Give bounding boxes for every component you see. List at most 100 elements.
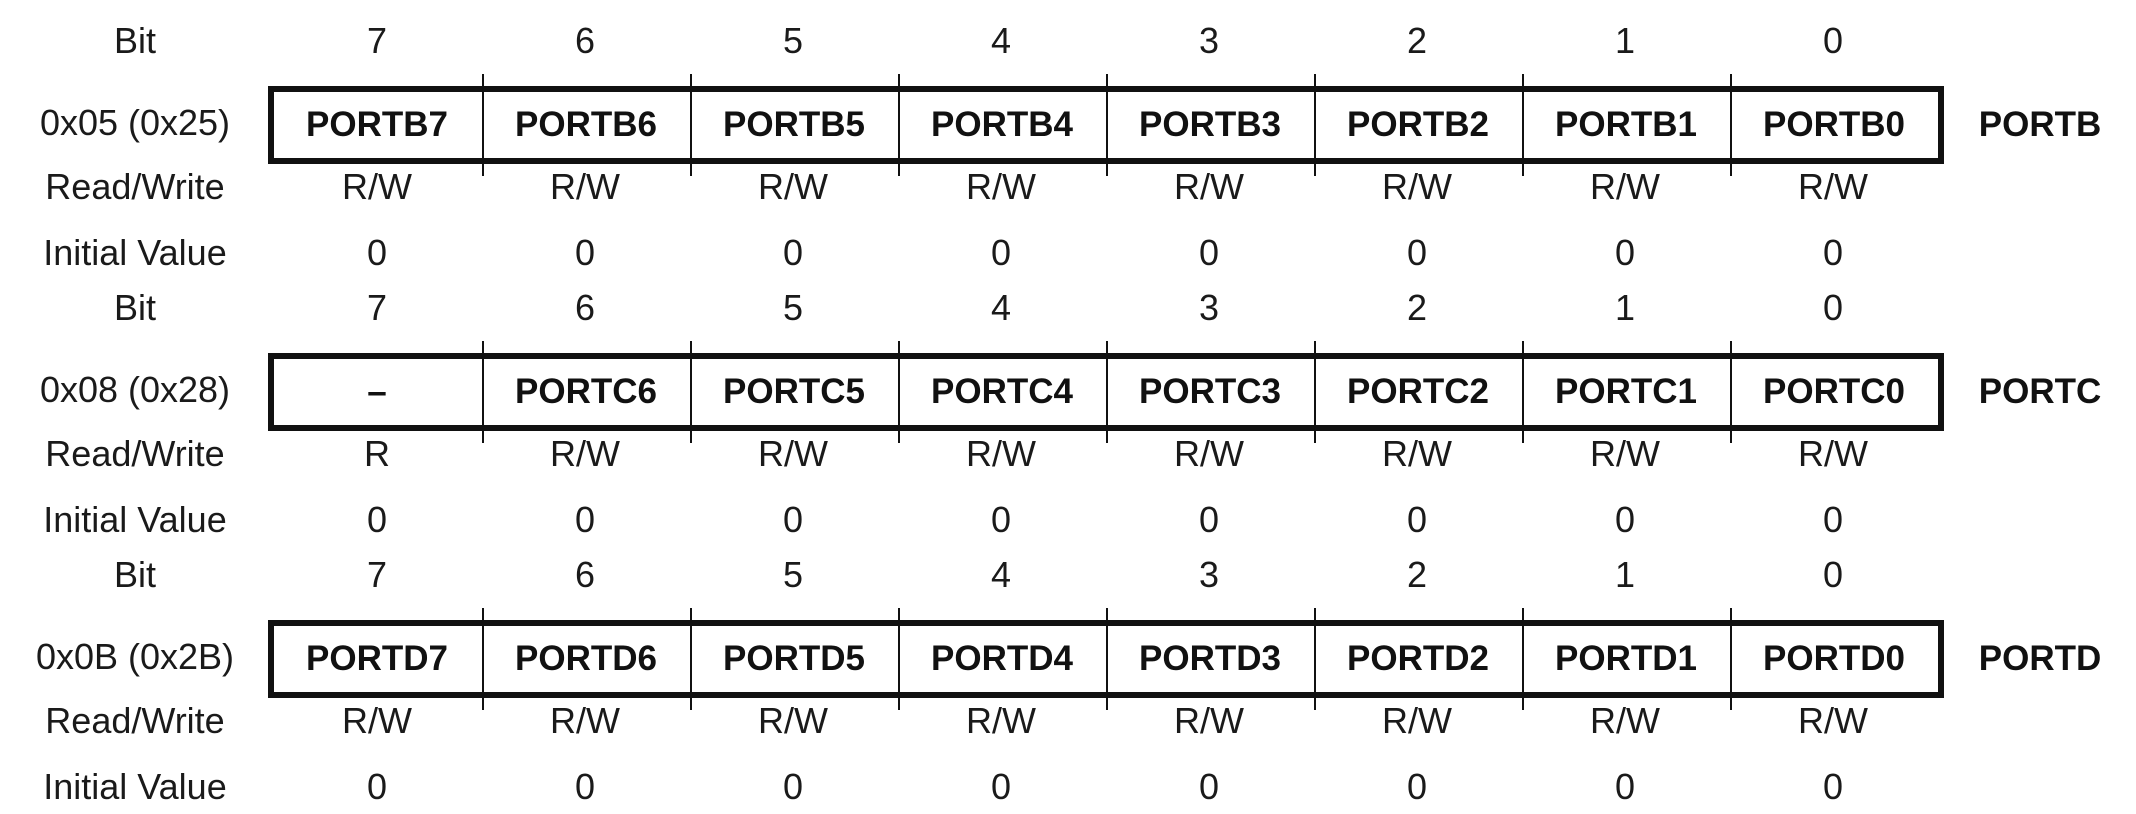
bit-name: PORTB6 <box>515 105 657 144</box>
register-name: PORTB <box>1978 105 2102 144</box>
bit-number: 6 <box>574 554 596 595</box>
access-value: R/W <box>550 700 620 741</box>
bit-number-row: Bit 7 6 5 4 3 2 1 0 <box>0 281 2136 335</box>
address-row: 0x08 (0x28) <box>0 363 2136 417</box>
initial-value: 0 <box>782 766 804 807</box>
initial-row-label: Initial Value <box>43 499 227 540</box>
access-value: R/W <box>1174 166 1244 207</box>
access-value: R/W <box>550 166 620 207</box>
bit-name: PORTB4 <box>931 105 1073 144</box>
initial-value: 0 <box>574 766 596 807</box>
divider-tick <box>1522 431 1524 443</box>
initial-value-row: Initial Value 0 0 0 0 0 0 0 0 <box>0 760 2136 814</box>
bit-number: 2 <box>1406 287 1428 328</box>
bit-row-label: Bit <box>113 554 156 595</box>
bit-name-cell: PORTC0 <box>1730 341 1936 443</box>
bit-number-row: Bit 7 6 5 4 3 2 1 0 <box>0 14 2136 68</box>
initial-value: 0 <box>990 499 1012 540</box>
register-address: 0x0B (0x2B) <box>35 636 235 677</box>
access-value: R/W <box>1382 433 1452 474</box>
access-value: R/W <box>342 166 412 207</box>
bit-name: PORTD4 <box>931 639 1073 678</box>
initial-value: 0 <box>990 232 1012 273</box>
divider-tick <box>1314 698 1316 710</box>
access-value: R/W <box>1590 433 1660 474</box>
bit-name: PORTC4 <box>931 372 1073 411</box>
bit-name-cell: PORTB0 <box>1730 74 1936 176</box>
divider-tick <box>1314 608 1316 620</box>
bit-number: 5 <box>782 20 804 61</box>
bit-name: PORTD3 <box>1139 639 1281 678</box>
bit-name-cell: PORTD0 <box>1730 608 1936 710</box>
divider-tick <box>482 74 484 86</box>
bit-name: PORTD7 <box>306 639 448 678</box>
register-block: Bit 7 6 5 4 3 2 1 0 0x08 (0x28) – PORTC6 PORTC5 PORTC… <box>0 281 2136 540</box>
divider-tick <box>1106 698 1108 710</box>
register-block: Bit 7 6 5 4 3 2 1 0 0x0B (0x2B) PORTD7 PORTD6 PORTD5… <box>0 548 2136 807</box>
initial-value: 0 <box>574 499 596 540</box>
divider-tick <box>1522 698 1524 710</box>
register-address: 0x08 (0x28) <box>39 369 231 410</box>
access-row: Read/Write R R/W R/W R/W R/W R/W R/W R/W <box>0 427 2136 481</box>
divider-tick <box>1730 164 1732 176</box>
divider-tick <box>482 608 484 620</box>
bit-number: 1 <box>1614 287 1636 328</box>
divider-tick <box>1314 164 1316 176</box>
divider-tick <box>898 341 900 353</box>
bit-number: 3 <box>1198 554 1220 595</box>
divider-tick <box>482 341 484 353</box>
bit-name: PORTC2 <box>1347 372 1489 411</box>
bit-field-box: PORTB7 PORTB6 PORTB5 PORTB4 PORTB3 PORTB2 PORT… <box>268 74 1944 176</box>
bit-name-cell: PORTD3 <box>1106 608 1312 710</box>
bit-number: 0 <box>1822 287 1844 328</box>
access-value: R/W <box>342 700 412 741</box>
bit-number: 5 <box>782 287 804 328</box>
bit-name-cell: PORTD2 <box>1314 608 1520 710</box>
bit-name-cell: – <box>274 359 480 425</box>
address-row: 0x05 (0x25) <box>0 96 2136 150</box>
divider-tick <box>1730 74 1732 86</box>
bit-name: PORTD0 <box>1763 639 1905 678</box>
access-row-label: Read/Write <box>45 166 225 207</box>
access-value: R/W <box>758 166 828 207</box>
bit-name-cell: PORTC4 <box>898 341 1104 443</box>
divider-tick <box>1314 341 1316 353</box>
divider-tick <box>1730 431 1732 443</box>
bit-name: PORTB0 <box>1763 105 1905 144</box>
bit-name: PORTC3 <box>1139 372 1281 411</box>
divider-tick <box>1106 341 1108 353</box>
bit-name: PORTC5 <box>723 372 865 411</box>
initial-value: 0 <box>1406 232 1428 273</box>
initial-value: 0 <box>782 232 804 273</box>
access-row-label: Read/Write <box>45 433 225 474</box>
bit-name-cell: PORTC2 <box>1314 341 1520 443</box>
initial-row-label: Initial Value <box>43 232 227 273</box>
bit-name-cell: PORTB2 <box>1314 74 1520 176</box>
bit-number: 3 <box>1198 287 1220 328</box>
bit-name-cell: PORTB5 <box>690 74 896 176</box>
initial-value: 0 <box>366 499 388 540</box>
initial-value: 0 <box>1614 499 1636 540</box>
initial-value: 0 <box>990 766 1012 807</box>
access-value: R/W <box>1382 166 1452 207</box>
bit-name-cell: PORTC5 <box>690 341 896 443</box>
bit-name-cell: PORTB7 <box>274 92 480 158</box>
bit-name-cell: PORTD5 <box>690 608 896 710</box>
access-value: R/W <box>966 166 1036 207</box>
bit-number: 7 <box>366 287 388 328</box>
divider-tick <box>1106 164 1108 176</box>
access-value: R/W <box>1590 700 1660 741</box>
initial-value: 0 <box>366 766 388 807</box>
bit-name: PORTC6 <box>515 372 657 411</box>
access-value: R/W <box>1798 700 1868 741</box>
divider-tick <box>1522 608 1524 620</box>
access-value: R/W <box>1382 700 1452 741</box>
register-name: PORTC <box>1978 372 2102 411</box>
divider-tick <box>690 608 692 620</box>
access-value: R/W <box>1174 700 1244 741</box>
initial-value: 0 <box>1614 232 1636 273</box>
access-value: R <box>364 433 390 474</box>
divider-tick <box>898 698 900 710</box>
bit-name: PORTD2 <box>1347 639 1489 678</box>
